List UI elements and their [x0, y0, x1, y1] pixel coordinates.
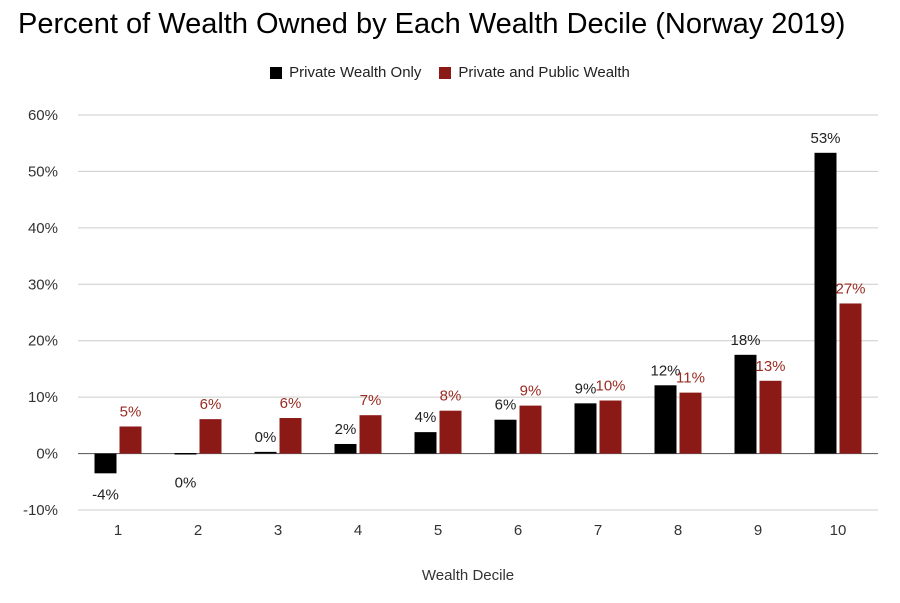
data-label-private-5: 4% — [415, 409, 437, 426]
bar-public-1 — [119, 426, 142, 454]
y-tick-label: 60% — [28, 107, 58, 124]
bar-public-2 — [199, 419, 222, 454]
x-tick-label: 10 — [830, 522, 847, 539]
x-tick-label: 6 — [514, 522, 522, 539]
x-tick-label: 9 — [754, 522, 762, 539]
bar-private-3 — [254, 451, 277, 454]
x-tick-label: 8 — [674, 522, 682, 539]
data-label-private-2: 0% — [175, 475, 197, 492]
legend-swatch-public — [439, 66, 452, 79]
data-label-public-1: 5% — [120, 403, 142, 420]
legend-swatch-private — [270, 66, 283, 79]
bar-private-9 — [734, 354, 757, 454]
x-axis-title: Wealth Decile — [422, 567, 514, 584]
data-label-public-2: 6% — [200, 396, 222, 413]
data-label-public-9: 13% — [755, 358, 785, 375]
legend-label-private: Private Wealth Only — [289, 64, 422, 81]
bar-public-6 — [519, 405, 542, 454]
y-tick-label: 0% — [36, 446, 58, 463]
x-tick-label: 2 — [194, 522, 202, 539]
x-tick-label: 4 — [354, 522, 362, 539]
legend-label-public: Private and Public Wealth — [458, 64, 630, 81]
bar-public-9 — [759, 380, 782, 454]
bar-public-4 — [359, 415, 382, 454]
bar-private-5 — [414, 432, 437, 454]
bar-private-1 — [94, 453, 117, 474]
y-tick-label: 10% — [28, 389, 58, 406]
data-label-private-10: 53% — [810, 130, 840, 147]
bar-public-3 — [279, 418, 302, 454]
y-tick-label: -10% — [23, 502, 58, 519]
data-label-public-8: 11% — [676, 370, 705, 387]
data-label-private-9: 18% — [730, 332, 760, 349]
data-label-private-8: 12% — [650, 362, 680, 379]
bar-private-10 — [814, 152, 837, 454]
data-label-private-7: 9% — [575, 380, 597, 397]
data-label-public-7: 10% — [595, 378, 625, 395]
data-label-public-5: 8% — [440, 388, 462, 405]
legend: Private Wealth Only Private and Public W… — [0, 64, 900, 81]
x-tick-label: 5 — [434, 522, 442, 539]
x-tick-label: 1 — [114, 522, 122, 539]
data-label-public-4: 7% — [360, 392, 382, 409]
bar-public-8 — [679, 392, 702, 454]
y-tick-label: 20% — [28, 333, 58, 350]
bar-private-8 — [654, 385, 677, 454]
data-label-private-4: 2% — [335, 421, 357, 438]
bar-public-7 — [599, 400, 622, 454]
bar-private-4 — [334, 443, 357, 454]
y-tick-label: 50% — [28, 163, 58, 180]
chart-title: Percent of Wealth Owned by Each Wealth D… — [18, 8, 846, 40]
data-label-private-6: 6% — [495, 397, 517, 414]
bar-public-5 — [439, 410, 462, 454]
data-label-private-3: 0% — [255, 429, 277, 446]
bar-private-6 — [494, 419, 517, 454]
x-tick-label: 3 — [274, 522, 282, 539]
data-label-public-6: 9% — [520, 383, 542, 400]
data-label-public-10: 27% — [835, 280, 865, 297]
bar-private-7 — [574, 403, 597, 454]
y-tick-label: 40% — [28, 220, 58, 237]
data-label-public-3: 6% — [280, 395, 302, 412]
data-label-private-1: -4% — [92, 486, 119, 503]
bar-public-10 — [839, 303, 862, 454]
x-tick-label: 7 — [594, 522, 602, 539]
legend-item-public: Private and Public Wealth — [439, 64, 630, 81]
bar-private-2 — [174, 453, 197, 455]
y-tick-label: 30% — [28, 276, 58, 293]
legend-item-private: Private Wealth Only — [270, 64, 421, 81]
